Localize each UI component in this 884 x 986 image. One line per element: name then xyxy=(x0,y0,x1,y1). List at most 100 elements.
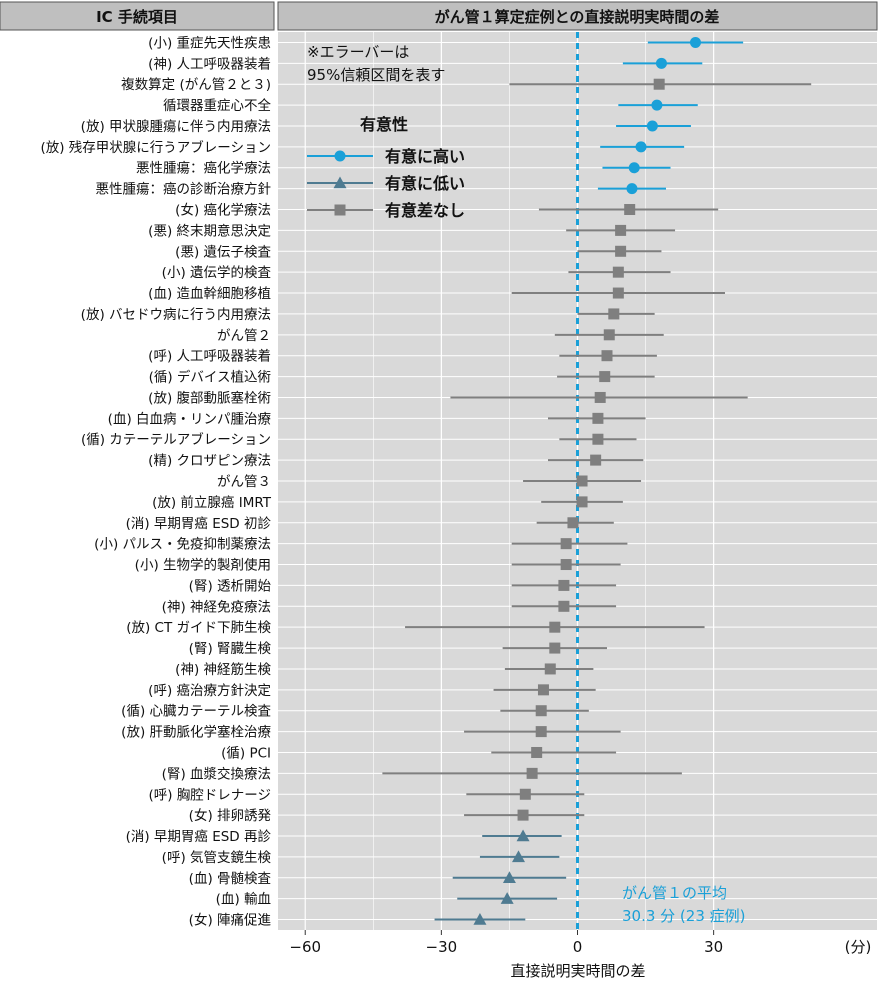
category-label: (放) バセドウ病に行う内用療法 xyxy=(81,306,271,323)
point-estimate xyxy=(624,204,636,216)
category-label: (悪) 終末期意思決定 xyxy=(148,222,271,239)
x-axis-title: 直接説明実時間の差 xyxy=(510,962,645,980)
category-label: (腎) 透析開始 xyxy=(189,578,272,594)
legend-title: 有意性 xyxy=(360,115,408,134)
x-axis-unit: (分) xyxy=(845,938,872,956)
category-label: (血) 輸血 xyxy=(216,892,271,908)
point-estimate xyxy=(592,412,604,424)
legend-label: 有意差なし xyxy=(385,201,465,220)
left-header: IC 手続項目 xyxy=(96,8,178,26)
point-estimate xyxy=(601,350,613,362)
point-estimate xyxy=(635,141,647,153)
point-estimate xyxy=(653,78,665,90)
point-estimate xyxy=(646,120,658,132)
point-estimate xyxy=(560,559,572,571)
point-estimate xyxy=(560,538,572,550)
category-label: (小) 重症先天性疾患 xyxy=(148,35,271,51)
category-label: (血) 白血病・リンパ腫治療 xyxy=(108,410,272,427)
legend-label: 有意に低い xyxy=(385,174,465,193)
category-label: (放) 前立腺癌 IMRT xyxy=(152,494,272,511)
point-estimate xyxy=(592,433,604,445)
point-estimate xyxy=(535,705,547,717)
category-label: (女) 癌化学療法 xyxy=(175,202,271,219)
category-label: (呼) 癌治療方針決定 xyxy=(148,682,271,699)
point-estimate xyxy=(608,308,620,320)
chart-title: がん管１算定症例との直接説明実時間の差 xyxy=(435,8,720,26)
point-estimate xyxy=(558,600,570,612)
point-estimate xyxy=(576,475,588,487)
point-estimate xyxy=(567,517,579,529)
category-label: 循環器重症心不全 xyxy=(163,97,271,114)
point-estimate xyxy=(517,809,529,821)
category-label: (呼) 気管支鏡生検 xyxy=(162,850,272,866)
point-estimate xyxy=(544,663,556,675)
category-label: (悪) 遺伝子検査 xyxy=(175,244,271,260)
reference-label-line1: がん管１の平均 xyxy=(622,884,727,902)
point-estimate xyxy=(531,746,543,758)
data-marks xyxy=(382,36,812,925)
category-label: (循) デバイス植込術 xyxy=(149,369,271,386)
category-label: (循) 心臓カテーテル検査 xyxy=(121,704,271,720)
x-tick-label: −60 xyxy=(289,938,321,956)
category-label: 悪性腫瘍：癌の診断治療方針 xyxy=(96,181,272,198)
point-estimate xyxy=(615,224,627,236)
category-label: (小) 生物学的製剤使用 xyxy=(135,557,271,574)
category-label: がん管３ xyxy=(217,474,271,490)
point-estimate xyxy=(655,57,667,69)
point-estimate xyxy=(558,579,570,591)
category-label: (循) カテーテルアブレーション xyxy=(81,431,271,448)
legend-key-marker xyxy=(334,150,346,162)
panel-header-strip xyxy=(277,1,878,31)
category-label: (血) 造血幹細胞移植 xyxy=(148,285,271,302)
point-estimate xyxy=(689,36,701,48)
point-estimate xyxy=(576,496,588,508)
point-estimate xyxy=(651,99,663,111)
category-label: (呼) 人工呼吸器装着 xyxy=(148,348,271,365)
errorbar-note-line2: 95%信頼区間を表す xyxy=(307,66,445,84)
category-label: (放) CT ガイド下肺生検 xyxy=(126,620,271,636)
category-label: (消) 早期胃癌 ESD 再診 xyxy=(126,829,272,845)
point-estimate xyxy=(628,162,640,174)
category-label: (女) 陣痛促進 xyxy=(189,912,272,929)
category-label: (消) 早期胃癌 ESD 初診 xyxy=(126,515,272,532)
category-label: (血) 骨髄検査 xyxy=(189,871,272,887)
category-label: (腎) 腎臓生検 xyxy=(189,641,272,657)
point-estimate xyxy=(537,684,549,696)
point-estimate xyxy=(599,371,611,383)
point-estimate xyxy=(502,871,516,883)
category-label: がん管２ xyxy=(217,328,271,344)
reference-label-line2: 30.3 分 (23 症例) xyxy=(622,907,746,925)
point-estimate xyxy=(590,454,602,466)
category-label: (呼) 胸腔ドレナージ xyxy=(148,787,271,803)
left-header-strip xyxy=(0,1,275,31)
category-label: (神) 神経免疫療法 xyxy=(162,598,271,615)
x-tick-label: −30 xyxy=(426,938,458,956)
category-label: (放) 腹部動脈塞栓術 xyxy=(148,389,271,406)
x-tick-label: 0 xyxy=(573,938,583,956)
point-estimate xyxy=(549,642,561,654)
point-estimate xyxy=(594,391,606,403)
point-estimate xyxy=(626,183,638,195)
point-estimate xyxy=(603,329,615,341)
category-label: 複数算定 (がん管２と３) xyxy=(121,76,271,93)
category-label: (循) PCI xyxy=(221,745,271,761)
x-tick-label: 30 xyxy=(704,938,723,956)
point-estimate xyxy=(549,621,561,633)
point-estimate xyxy=(526,767,538,779)
point-estimate xyxy=(612,266,624,278)
category-label: (放) 甲状腺腫瘍に伴う内用療法 xyxy=(81,118,271,135)
point-estimate xyxy=(516,829,530,842)
category-label: (腎) 血漿交換療法 xyxy=(162,765,271,782)
legend-label: 有意に高い xyxy=(385,147,465,166)
legend-key-marker xyxy=(333,176,347,189)
category-label: (放) 残存甲状腺に行うアブレーション xyxy=(40,139,271,156)
category-label: 悪性腫瘍：癌化学療法 xyxy=(136,160,271,177)
x-axis-ticks: −60 −30 0 30 xyxy=(289,930,723,956)
category-label: (小) 遺伝学的検査 xyxy=(162,265,272,281)
category-label: (放) 肝動脈化学塞栓治療 xyxy=(121,724,271,741)
category-label: (小) パルス・免疫抑制薬療法 xyxy=(94,536,271,553)
category-label: (精) クロザピン療法 xyxy=(148,452,271,469)
